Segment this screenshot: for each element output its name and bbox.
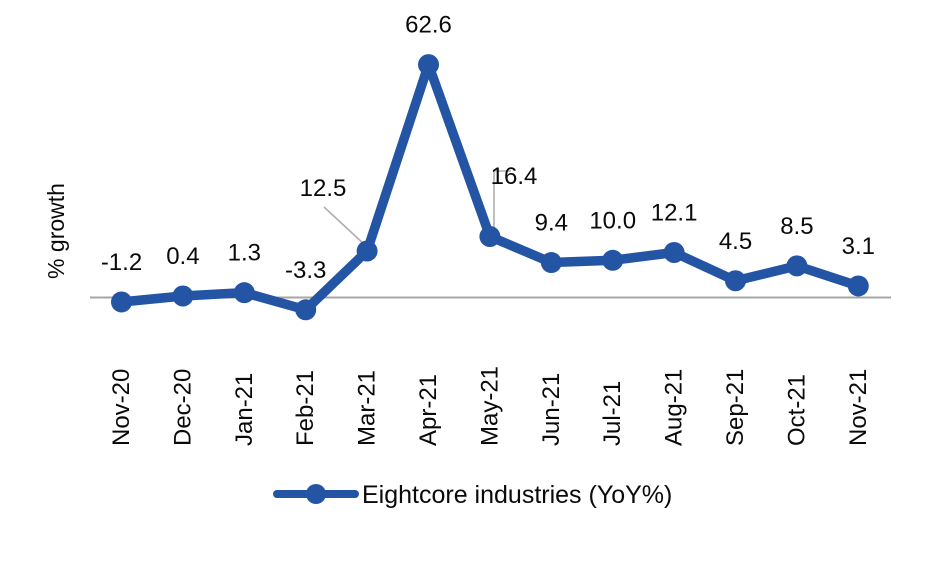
data-label: 4.5 [719,228,752,255]
x-axis-label: Feb-21 [292,370,319,446]
data-label: 12.5 [300,175,347,202]
x-axis-label: Dec-20 [169,369,196,446]
x-axis-label: Aug-21 [661,369,688,446]
data-point-marker [295,299,317,321]
data-point-marker [602,249,624,271]
x-axis-label: May-21 [476,366,503,446]
x-axis-label: Sep-21 [722,369,749,446]
data-label: 3.1 [842,233,875,260]
x-axis-label: Oct-21 [783,374,810,446]
x-axis-label: Jun-21 [538,373,565,446]
data-point-marker [786,255,808,277]
x-axis-tick-labels: Nov-20 Dec-20 Jan-21 Feb-21 Mar-21 Apr-21 May-… [108,366,872,446]
data-point-marker [540,252,562,274]
x-axis-label: Apr-21 [415,374,442,446]
data-point-marker [479,225,501,247]
legend-label: Eightcore industries (YoY%) [362,481,672,509]
data-point-marker [847,275,869,297]
data-point-marker [172,285,194,307]
series-eightcore-industries [111,54,869,321]
data-label: -1.2 [101,249,142,276]
data-point-marker [233,282,255,304]
data-label: 10.0 [589,207,636,234]
data-point-marker [111,291,132,313]
x-axis-label: Nov-21 [845,369,872,446]
callout-leader-lines [323,170,511,247]
y-axis-title: % growth [43,183,69,279]
callout-leader-line [323,206,367,247]
data-label: 8.5 [780,213,813,240]
data-point-marker [663,241,685,263]
data-label: 0.4 [166,243,199,270]
data-label: 12.1 [651,199,698,226]
x-axis-label: Nov-20 [108,369,135,446]
x-axis-label: Mar-21 [354,370,381,446]
legend: Eightcore industries (YoY%) [273,481,672,509]
data-label: 16.4 [491,163,538,190]
data-label: 62.6 [405,12,452,39]
x-axis-label: Jul-21 [599,381,626,446]
data-point-marker [356,240,378,262]
data-point-marker [418,54,439,76]
x-axis-label: Jan-21 [231,373,258,446]
legend-marker-icon [306,484,326,504]
data-label: 9.4 [535,210,568,237]
data-labels: -1.2 0.4 1.3 -3.3 12.5 62.6 16.4 9.4 10.0 12.1 4.5… [101,12,875,284]
data-label: 1.3 [228,240,261,267]
callout-leader-line [493,170,511,233]
data-point-marker [725,270,746,292]
data-label: -3.3 [285,257,326,284]
